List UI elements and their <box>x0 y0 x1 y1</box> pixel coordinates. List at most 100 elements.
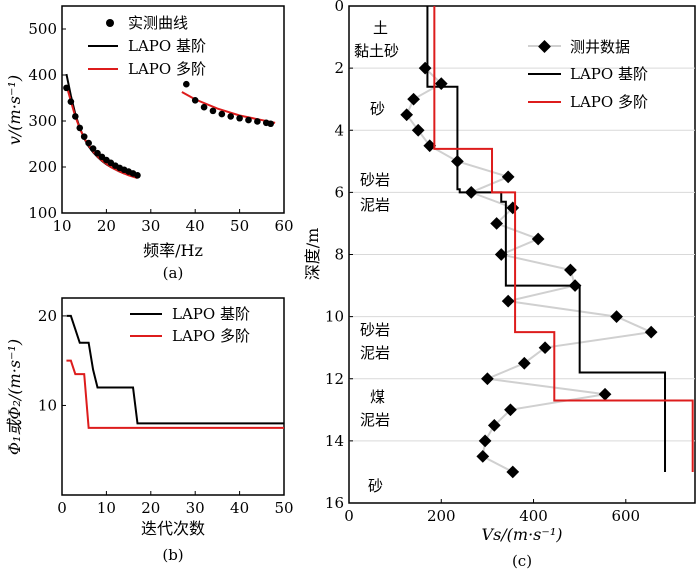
measured-point <box>254 118 261 125</box>
lithology-label: 黏土砂 <box>354 42 399 60</box>
panel-a-caption: (a) <box>163 264 184 282</box>
panel-c-y-label: 深度/m <box>303 228 322 281</box>
y-tick-label: 10 <box>325 308 344 326</box>
well-data-point <box>487 418 501 432</box>
panel-c-x-label: Vs/(m·s⁻¹) <box>482 525 563 544</box>
panel-c-lithology: 土 黏土砂 砂 砂岩 泥岩 砂岩 泥岩 煤 泥岩 砂 <box>354 19 399 495</box>
x-tick-label: 30 <box>186 499 205 517</box>
panel-c-legend: 测井数据 LAPO 基阶 LAPO 多阶 <box>528 38 648 111</box>
legend-c-fundamental-label: LAPO 基阶 <box>570 65 648 83</box>
well-data-point <box>610 310 623 323</box>
y-tick-label: 500 <box>28 20 57 38</box>
measured-point <box>134 171 141 179</box>
measured-point <box>80 133 88 140</box>
panel-c-well-series <box>400 61 658 479</box>
series-line <box>66 314 284 425</box>
panel-a-legend: 实测曲线 LAPO 基阶 LAPO 多阶 <box>88 14 206 78</box>
legend-c-well-label: 测井数据 <box>570 38 630 56</box>
well-data-point <box>644 325 658 339</box>
panel-b-ticks: 0 10 20 30 40 50 10 20 <box>38 307 294 517</box>
y-tick-label: 2 <box>334 59 344 77</box>
well-data-point <box>506 465 520 479</box>
measured-point <box>218 110 226 118</box>
lithology-label: 土 <box>373 19 388 37</box>
y-tick-label: 12 <box>325 370 344 388</box>
x-tick-label: 50 <box>230 217 249 235</box>
measured-point <box>267 120 274 128</box>
measured-point <box>94 149 101 157</box>
y-tick-label: 200 <box>28 158 57 176</box>
measured-point <box>72 113 79 120</box>
measured-point <box>191 97 199 104</box>
x-tick-label: 40 <box>230 499 249 517</box>
panel-a-y-label: v/(m·s⁻¹) <box>5 75 24 145</box>
panel-c-caption: (c) <box>512 552 532 570</box>
well-data-point <box>478 434 492 448</box>
legend-b-multimode-label: LAPO 多阶 <box>172 327 250 345</box>
x-tick-label: 60 <box>274 217 293 235</box>
measured-point <box>183 80 190 88</box>
y-tick-label: 4 <box>334 121 344 139</box>
panel-a-ticks: 10 20 30 40 50 60 100 200 300 400 500 <box>28 20 293 235</box>
panel-c-gridlines <box>349 67 695 442</box>
panel-a-x-label: 频率/Hz <box>143 241 203 260</box>
panel-b-y-label: Φ₁或Φ₂/(m·s⁻¹) <box>5 339 24 455</box>
y-tick-label: 20 <box>38 307 57 325</box>
x-tick-label: 50 <box>274 499 293 517</box>
well-data-point <box>531 232 545 246</box>
measured-point <box>209 107 217 115</box>
panel-b-x-label: 迭代次数 <box>141 519 205 538</box>
y-tick-label: 16 <box>325 494 344 512</box>
measured-point <box>227 113 235 120</box>
series-line <box>66 359 284 429</box>
well-data-point <box>400 108 414 122</box>
well-data-point <box>490 217 503 230</box>
lithology-label: 泥岩 <box>360 411 390 429</box>
x-tick-label: 0 <box>57 499 67 517</box>
well-data-point <box>494 248 508 261</box>
x-tick-label: 400 <box>519 507 548 525</box>
y-tick-label: 8 <box>334 246 344 264</box>
panel-a-measured-points <box>63 80 274 179</box>
panel-c: 0 200 400 600 0 2 4 6 8 10 12 14 16 土 黏土砂 砂 砂岩 泥岩 砂岩… <box>303 0 696 570</box>
lithology-label: 砂岩 <box>360 321 390 339</box>
lithology-label: 砂 <box>370 100 385 118</box>
measured-point <box>63 84 70 92</box>
lithology-label: 砂岩 <box>360 171 390 189</box>
lithology-label: 泥岩 <box>360 196 390 214</box>
measured-point <box>245 116 252 124</box>
x-tick-label: 0 <box>344 507 354 525</box>
well-data-point <box>407 92 420 106</box>
panel-a-series <box>65 73 276 179</box>
y-tick-label: 0 <box>334 0 344 15</box>
panel-c-model-series <box>426 6 694 472</box>
x-tick-label: 10 <box>97 499 116 517</box>
measured-point <box>85 139 92 147</box>
x-tick-label: 600 <box>611 507 640 525</box>
legend-b-fundamental-label: LAPO 基阶 <box>172 305 250 323</box>
well-data-point <box>481 372 494 386</box>
lithology-label: 砂 <box>368 477 383 495</box>
x-tick-label: 20 <box>141 499 160 517</box>
x-tick-label: 20 <box>97 217 116 235</box>
well-data-line <box>405 67 655 473</box>
y-tick-label: 14 <box>325 432 344 450</box>
panel-b-series <box>66 314 284 429</box>
x-tick-label: 40 <box>186 217 205 235</box>
series-line <box>426 6 667 472</box>
series-line <box>65 84 138 179</box>
legend-c-well-marker-top <box>538 40 551 53</box>
panel-a-frame <box>61 5 285 214</box>
well-data-point <box>423 139 437 153</box>
lithology-label: 煤 <box>370 388 385 406</box>
well-data-point <box>598 387 612 401</box>
x-tick-label: 30 <box>141 217 160 235</box>
well-data-point <box>501 170 515 184</box>
measured-point <box>236 114 243 122</box>
y-tick-label: 10 <box>38 396 57 414</box>
panel-b-caption: (b) <box>162 546 183 564</box>
lithology-label: 泥岩 <box>360 344 390 362</box>
measured-point <box>67 98 75 105</box>
y-tick-label: 6 <box>334 183 344 201</box>
